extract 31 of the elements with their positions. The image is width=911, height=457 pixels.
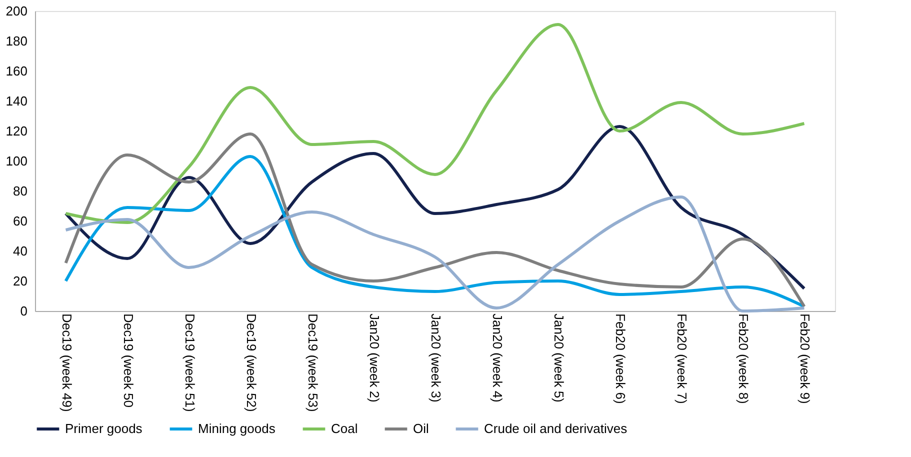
x-tick-label: Dec19 (week 51) — [182, 314, 198, 412]
x-tick-label: Jan20 (week 5) — [552, 314, 567, 402]
y-tick-label: 160 — [6, 64, 28, 78]
x-tick-label: Jan20 (week 4) — [490, 314, 506, 402]
legend-label: Coal — [331, 421, 358, 436]
legend-label: Crude oil and derivatives — [484, 421, 628, 436]
x-tick-label: Dec19 (week 49) — [59, 314, 74, 412]
line-series — [64, 196, 806, 312]
legend-label: Mining goods — [198, 421, 276, 436]
y-tick-label: 120 — [6, 124, 28, 138]
y-tick-label: 20 — [13, 274, 28, 288]
y-tick-label: 0 — [20, 304, 28, 318]
x-tick-label: Feb20 (week 8) — [736, 314, 752, 404]
line-series — [64, 23, 806, 224]
x-tick-label: Jan20 (week 3) — [428, 314, 444, 402]
y-tick-label: 140 — [6, 94, 28, 108]
x-tick-label: Jan20 (week 2) — [366, 314, 382, 402]
x-tick-label: Feb20 (week 9) — [798, 314, 813, 404]
legend-label: Oil — [413, 421, 429, 436]
x-tick-label: Feb20 (week 6) — [613, 314, 628, 404]
y-tick-label: 180 — [6, 34, 28, 48]
y-tick-label: 100 — [6, 154, 28, 168]
y-tick-label: 40 — [13, 244, 28, 258]
y-tick-label: 200 — [6, 4, 28, 18]
legend-label: Primer goods — [65, 421, 143, 436]
x-tick-label: Dec19 (week 53) — [305, 314, 320, 412]
x-tick-label: Dec19 (week 52) — [244, 314, 259, 412]
y-tick-label: 60 — [13, 214, 28, 228]
x-tick-label: Feb20 (week 7) — [674, 314, 690, 404]
y-tick-label: 80 — [13, 184, 28, 198]
x-tick-label: Dec19 (week 50 — [120, 314, 136, 408]
